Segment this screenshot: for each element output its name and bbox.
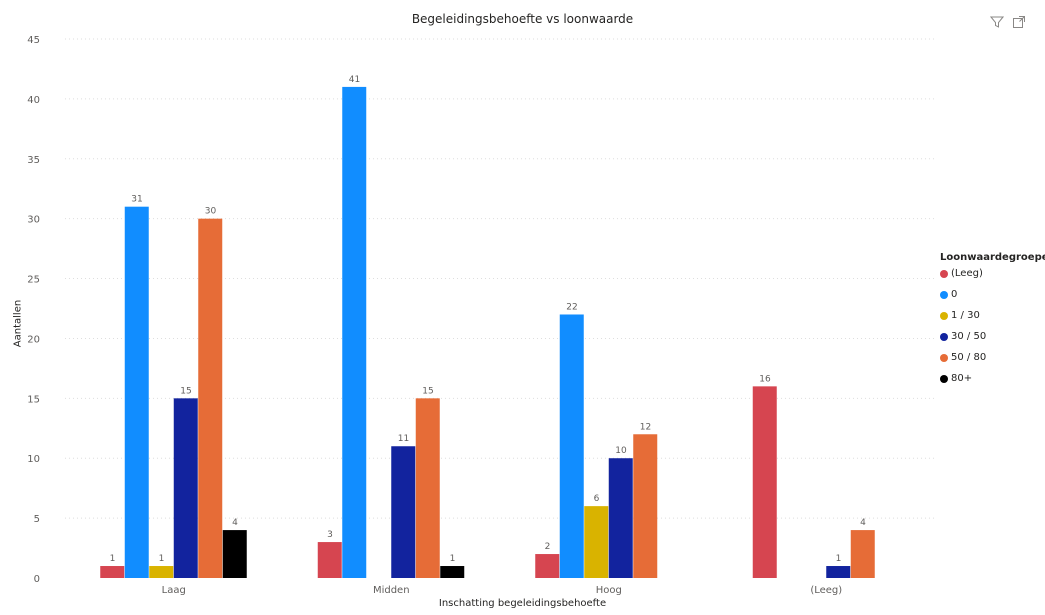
bar-0 <box>559 314 584 578</box>
legend-label: 80+ <box>951 373 973 384</box>
legend-item[interactable]: 80+ <box>940 368 1045 389</box>
bar--leeg- <box>535 554 560 578</box>
legend-label: (Leeg) <box>951 268 983 279</box>
legend-item[interactable]: 50 / 80 <box>940 347 1045 368</box>
x-tick-label: (Leeg) <box>810 585 842 596</box>
legend-marker <box>940 353 948 362</box>
data-label: 31 <box>131 195 142 205</box>
data-label: 1 <box>836 554 842 564</box>
data-label: 12 <box>640 422 651 432</box>
data-label: 2 <box>545 542 551 552</box>
bar--leeg- <box>752 386 777 578</box>
data-label: 22 <box>566 302 577 312</box>
legend-item[interactable]: 1 / 30 <box>940 305 1045 326</box>
legend-marker <box>940 311 948 320</box>
y-tick-label: 0 <box>34 574 40 585</box>
data-label: 41 <box>349 75 360 85</box>
data-label: 6 <box>594 494 600 504</box>
y-tick-label: 30 <box>27 215 40 226</box>
y-tick-label: 15 <box>27 394 40 405</box>
bar-30-50 <box>391 446 416 578</box>
bar--leeg- <box>317 542 342 578</box>
x-axis-title: Inschatting begeleidingsbehoefte <box>438 598 607 609</box>
legend-item[interactable]: (Leeg) <box>940 263 1045 284</box>
y-tick-label: 10 <box>27 454 40 465</box>
data-label: 3 <box>327 530 333 540</box>
bar-1-30 <box>584 506 609 578</box>
visual-toolbar <box>990 15 1026 29</box>
chart-title: Begeleidingsbehoefte vs loonwaarde <box>411 12 634 26</box>
legend-label: 1 / 30 <box>951 310 980 321</box>
data-label: 1 <box>450 554 456 564</box>
bar-30-50 <box>608 458 633 578</box>
bar-1-30 <box>149 566 174 578</box>
legend-marker <box>940 290 948 299</box>
legend-item[interactable]: 0 <box>940 284 1045 305</box>
bar-30-50 <box>826 566 851 578</box>
data-label: 11 <box>398 434 409 444</box>
x-tick-label: Hoog <box>596 585 622 596</box>
data-label: 4 <box>232 518 238 528</box>
legend-item[interactable]: 30 / 50 <box>940 326 1045 347</box>
legend-marker <box>940 332 948 341</box>
bar--leeg- <box>100 566 125 578</box>
bar-50-80 <box>415 398 440 578</box>
data-label: 10 <box>615 446 627 456</box>
data-label: 16 <box>759 374 771 384</box>
legend-label: 30 / 50 <box>951 331 987 342</box>
bar-80- <box>222 530 247 578</box>
y-tick-label: 20 <box>27 334 40 345</box>
focus-mode-icon[interactable] <box>1012 15 1026 29</box>
y-tick-label: 25 <box>27 275 40 286</box>
legend-label: 0 <box>951 289 958 300</box>
x-tick-label: Midden <box>373 585 410 596</box>
bar-50-80 <box>633 434 658 578</box>
data-label: 15 <box>422 386 433 396</box>
bar-50-80 <box>198 218 223 578</box>
legend-title: Loonwaardegroepen <box>940 252 1045 263</box>
legend-items: (Leeg) 0 1 / 30 30 / 50 50 / 80 80+ <box>940 263 1045 389</box>
data-label: 30 <box>205 207 217 217</box>
bar-0 <box>342 86 367 579</box>
data-label: 4 <box>860 518 866 528</box>
legend-label: 50 / 80 <box>951 352 987 363</box>
data-label: 1 <box>159 554 165 564</box>
legend-marker <box>940 374 948 383</box>
bar-50-80 <box>850 530 875 578</box>
bar-0 <box>124 206 149 578</box>
data-label: 15 <box>180 386 191 396</box>
bar-30-50 <box>173 398 198 578</box>
legend: Loonwaardegroepen (Leeg) 0 1 / 30 30 / 50 50… <box>940 252 1045 389</box>
y-tick-label: 45 <box>27 35 40 46</box>
bar-80- <box>440 566 465 578</box>
data-label: 1 <box>110 554 116 564</box>
x-tick-label: Laag <box>162 585 186 596</box>
y-axis-title: Aantallen <box>12 299 24 348</box>
filter-icon[interactable] <box>990 15 1004 29</box>
y-tick-label: 40 <box>27 95 40 106</box>
legend-marker <box>940 269 948 278</box>
y-tick-label: 5 <box>34 514 40 525</box>
y-tick-label: 35 <box>27 155 40 166</box>
